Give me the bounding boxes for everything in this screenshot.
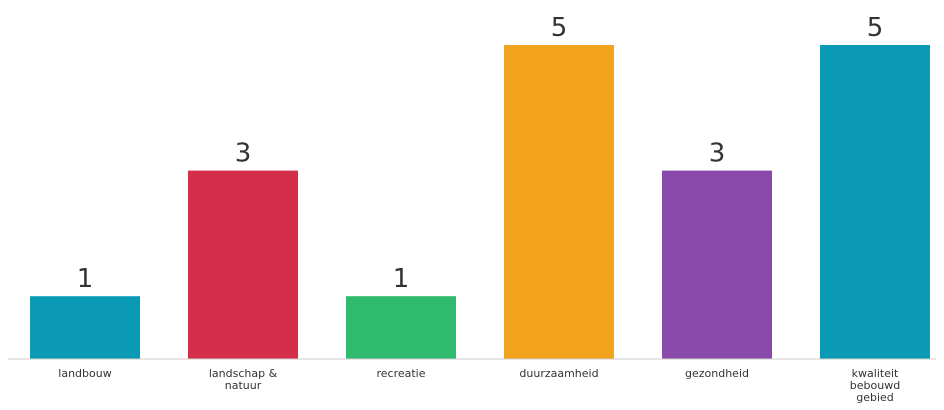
category-label-line: landbouw (58, 367, 111, 380)
category-label-line: duurzaamheid (519, 367, 598, 380)
category-label-4: gezondheid (685, 367, 749, 380)
category-label-line: natuur (225, 379, 262, 392)
category-label-line: gezondheid (685, 367, 749, 380)
value-label-0: 1 (77, 264, 94, 294)
bar-1 (188, 170, 298, 359)
value-label-4: 3 (709, 139, 726, 169)
category-label-2: recreatie (376, 367, 425, 380)
category-label-1: landschap & natuur (209, 367, 278, 392)
category-label-line: gebied (856, 391, 894, 404)
category-labels-group: landbouw landschap & natuur recreatie duurza… (58, 367, 900, 404)
value-label-5: 5 (867, 13, 884, 43)
bars-group (30, 45, 930, 359)
value-label-2: 1 (393, 264, 410, 294)
category-label-line: landschap & (209, 367, 278, 380)
bar-3 (504, 45, 614, 359)
value-labels-group: 1 3 1 5 3 5 (77, 13, 884, 294)
value-label-3: 5 (551, 13, 568, 43)
bar-4 (662, 170, 772, 359)
category-label-3: duurzaamheid (519, 367, 598, 380)
category-label-0: landbouw (58, 367, 111, 380)
category-label-line: bebouwd (850, 379, 900, 392)
category-label-5: kwaliteit bebouwd gebied (850, 367, 900, 404)
bar-2 (346, 296, 456, 359)
bar-0 (30, 296, 140, 359)
category-label-line: recreatie (376, 367, 425, 380)
value-label-1: 3 (235, 139, 252, 169)
bar-5 (820, 45, 930, 359)
category-label-line: kwaliteit (852, 367, 899, 380)
